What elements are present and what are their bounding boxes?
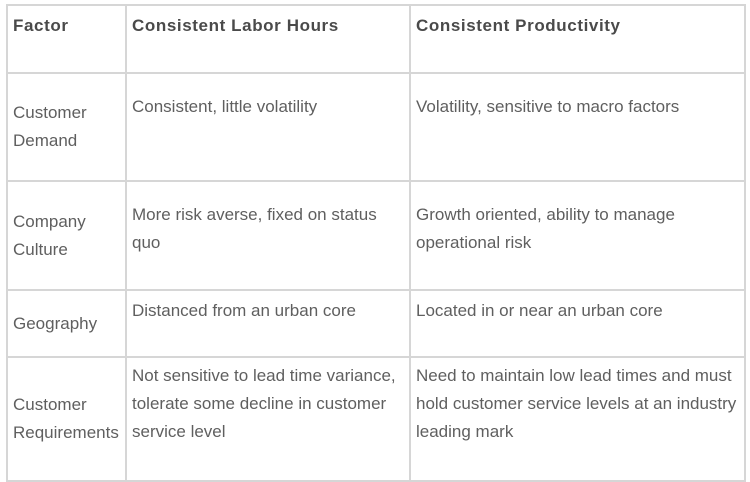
table-row: Geography Distanced from an urban core L… — [6, 289, 746, 358]
productivity-cell: Growth oriented, ability to manage opera… — [409, 180, 746, 291]
factor-cell: Customer Demand — [6, 72, 127, 182]
productivity-cell: Volatility, sensitive to macro factors — [409, 72, 746, 182]
header-consistent-labor-hours: Consistent Labor Hours — [125, 4, 411, 74]
labor-hours-cell: Consistent, little volatility — [125, 72, 411, 182]
table-row: Customer Demand Consistent, little volat… — [6, 72, 746, 182]
factor-comparison-table: Factor Consistent Labor Hours Consistent… — [6, 4, 746, 482]
labor-hours-cell: Not sensitive to lead time variance, tol… — [125, 356, 411, 482]
productivity-cell: Located in or near an urban core — [409, 289, 746, 358]
factor-cell: Customer Requirements — [6, 356, 127, 482]
header-factor: Factor — [6, 4, 127, 74]
factor-cell: Company Culture — [6, 180, 127, 291]
table-row: Customer Requirements Not sensitive to l… — [6, 356, 746, 482]
productivity-cell: Need to maintain low lead times and must… — [409, 356, 746, 482]
table-row: Company Culture More risk averse, fixed … — [6, 180, 746, 291]
factor-cell: Geography — [6, 289, 127, 358]
labor-hours-cell: More risk averse, fixed on status quo — [125, 180, 411, 291]
labor-hours-cell: Distanced from an urban core — [125, 289, 411, 358]
table-header-row: Factor Consistent Labor Hours Consistent… — [6, 4, 746, 74]
header-consistent-productivity: Consistent Productivity — [409, 4, 746, 74]
